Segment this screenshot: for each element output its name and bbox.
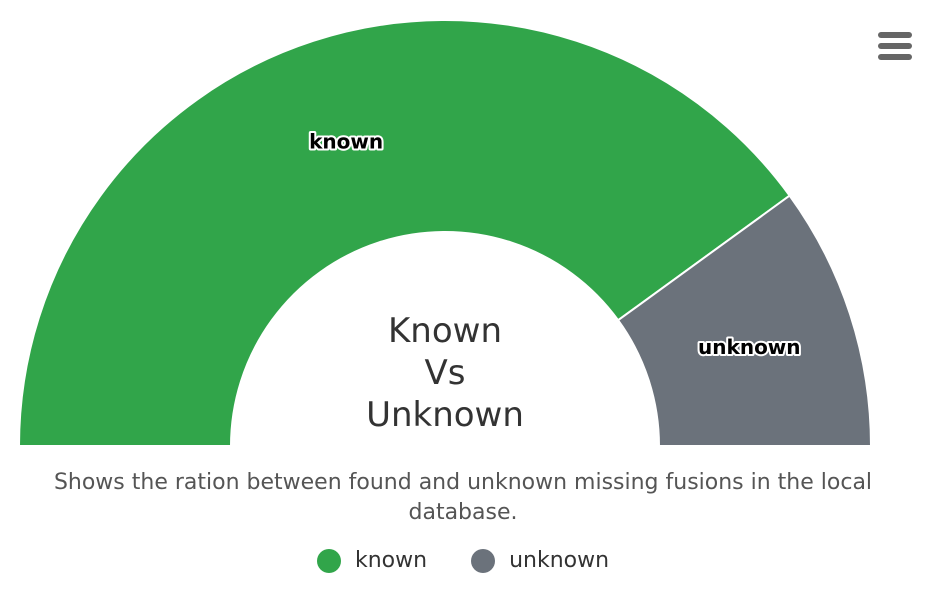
chart-subtitle: Shows the ration between found and unkno… xyxy=(53,470,873,525)
pie-slice-unknown[interactable] xyxy=(616,194,873,447)
chart-title-line: Vs xyxy=(425,353,466,393)
legend-item-unknown[interactable]: unknown xyxy=(471,548,609,573)
chart-title-line: Known xyxy=(388,311,502,351)
chart-legend: known unknown xyxy=(0,548,926,573)
chart-menu-button[interactable] xyxy=(872,28,912,64)
hamburger-menu-icon xyxy=(878,43,912,49)
legend-item-known[interactable]: known xyxy=(316,548,428,573)
legend-marker-unknown xyxy=(471,548,496,573)
pie-slice-known[interactable] xyxy=(17,19,792,447)
hamburger-menu-icon xyxy=(878,32,912,38)
hamburger-menu-icon xyxy=(878,54,912,60)
legend-label-known: known xyxy=(354,548,428,573)
chart-plot-area: known unknown Known Vs Unknown xyxy=(17,19,873,447)
data-label-unknown: unknown xyxy=(698,335,800,359)
data-label-known: known xyxy=(309,130,383,154)
legend-label-unknown: unknown xyxy=(509,548,610,573)
slices-layer xyxy=(17,19,873,447)
legend-marker-known xyxy=(316,548,341,573)
chart-title: Known Vs Unknown xyxy=(366,311,524,435)
chart-title-line: Unknown xyxy=(366,395,524,435)
data-labels-layer: known unknown xyxy=(307,128,802,361)
